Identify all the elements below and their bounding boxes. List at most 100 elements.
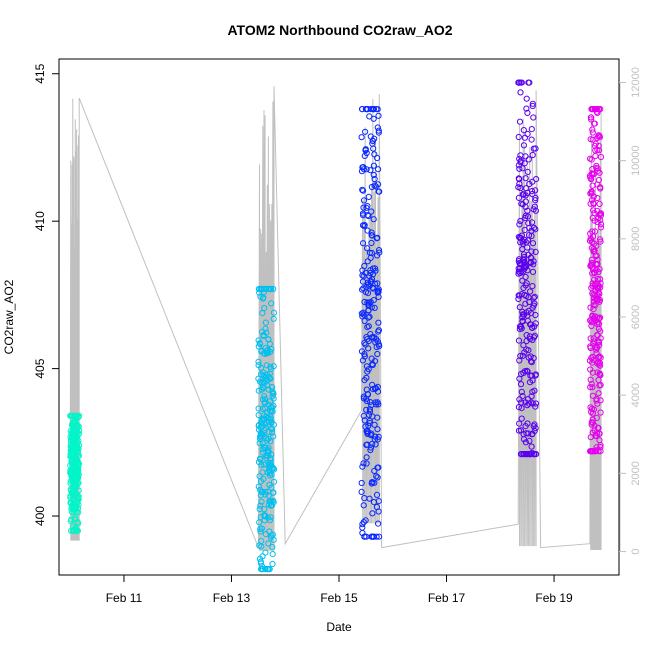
data-point [368, 208, 375, 215]
data-point [73, 412, 81, 419]
data-point [270, 489, 277, 496]
data-point [361, 222, 368, 229]
data-point [374, 399, 381, 406]
data-point [360, 197, 368, 204]
data-point [520, 240, 527, 247]
data-point [594, 181, 601, 188]
data-point [597, 442, 604, 449]
data-point [529, 100, 536, 107]
data-point [73, 429, 80, 436]
data-point [521, 226, 528, 234]
data-point [519, 352, 527, 359]
data-point [257, 486, 264, 493]
data-point [69, 419, 76, 426]
data-point [256, 440, 263, 447]
data-point [368, 249, 375, 257]
data-point [267, 502, 274, 509]
data-point [593, 346, 600, 353]
data-point [270, 315, 277, 322]
data-point [375, 247, 383, 254]
data-point [515, 404, 523, 411]
data-point [524, 368, 531, 375]
data-point [265, 415, 272, 422]
data-point [71, 475, 78, 482]
data-point [269, 393, 276, 400]
data-point [521, 160, 528, 167]
series-5 [586, 106, 605, 455]
data-point [518, 291, 526, 298]
data-point [529, 283, 536, 290]
data-point [520, 342, 527, 349]
data-point [359, 524, 366, 531]
data-point [71, 412, 78, 419]
data-point [520, 436, 528, 443]
data-point [362, 269, 369, 276]
y2-tick-label: 0 [630, 548, 642, 554]
data-point [261, 506, 268, 513]
data-point [528, 248, 535, 255]
data-point [69, 422, 77, 429]
data-point [371, 358, 379, 365]
data-point [75, 442, 83, 449]
data-point [362, 106, 369, 113]
data-point [74, 518, 81, 526]
x-tick-label: Feb 19 [535, 591, 573, 605]
data-point [263, 285, 270, 293]
data-point [374, 350, 381, 358]
data-point [255, 343, 262, 350]
data-point [589, 166, 596, 173]
data-point [515, 268, 522, 275]
data-point [258, 566, 265, 573]
data-point [523, 105, 530, 112]
data-point [363, 149, 370, 157]
data-point [591, 422, 598, 429]
data-point [368, 229, 375, 236]
data-point [269, 551, 276, 558]
data-point [363, 204, 370, 211]
data-point [532, 372, 539, 379]
data-point [529, 240, 537, 247]
data-point [360, 240, 367, 247]
data-point [360, 212, 367, 219]
data-point [588, 197, 596, 204]
data-point [587, 335, 594, 342]
data-point [367, 446, 374, 454]
data-point [520, 142, 528, 149]
data-point [364, 299, 371, 306]
data-point [529, 102, 536, 110]
data-point [258, 563, 265, 570]
data-point [528, 219, 536, 226]
data-point [587, 376, 594, 383]
data-point [371, 467, 378, 474]
data-point [262, 319, 269, 326]
data-point [269, 388, 276, 395]
data-point [588, 116, 595, 123]
data-point [525, 347, 532, 354]
data-point [516, 221, 523, 228]
data-point [260, 332, 267, 339]
data-point [522, 273, 529, 281]
data-point [515, 337, 523, 344]
data-point [67, 412, 75, 419]
data-point [72, 526, 80, 533]
data-point [371, 479, 378, 486]
y2-tick-label: 8000 [630, 227, 642, 251]
data-point [596, 353, 603, 360]
data-point [595, 448, 602, 455]
data-point [593, 162, 600, 169]
data-point [373, 491, 381, 498]
data-point [375, 508, 382, 515]
data-point [369, 232, 376, 239]
data-point [589, 416, 596, 423]
data-point [361, 317, 368, 325]
data-point [365, 345, 372, 352]
data-point [529, 190, 536, 198]
data-point [362, 423, 369, 430]
data-point [597, 280, 604, 287]
data-point [358, 134, 365, 141]
data-point [526, 333, 534, 340]
data-point [523, 332, 530, 339]
data-point [262, 325, 269, 332]
data-point [359, 186, 366, 193]
data-point [527, 254, 534, 261]
